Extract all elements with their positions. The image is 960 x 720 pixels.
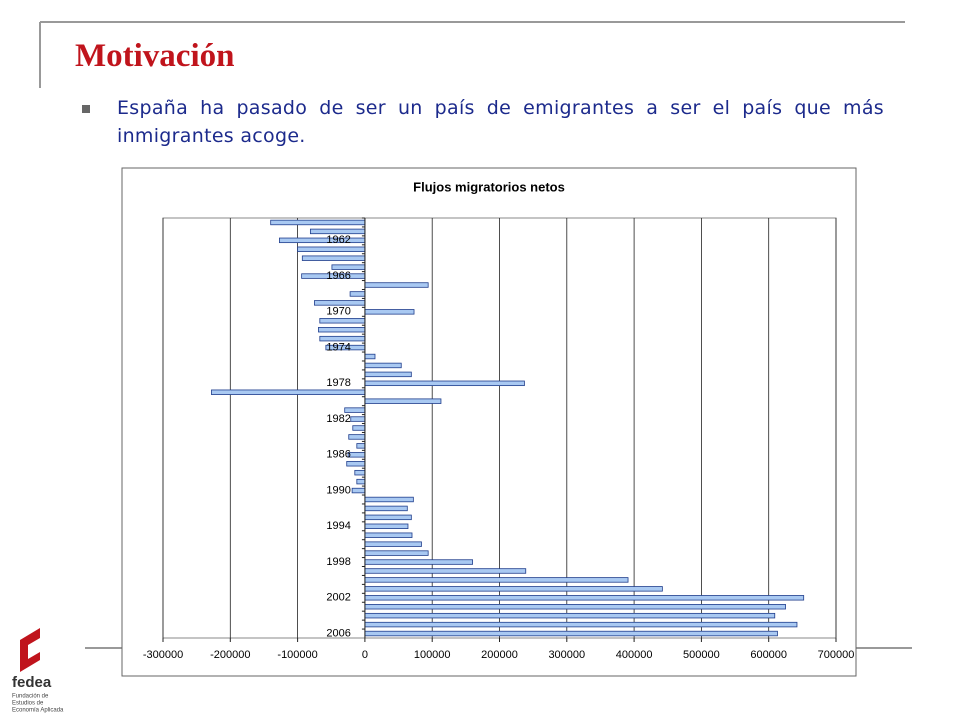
- bar: [364, 621, 798, 628]
- y-tick-label: 1966: [326, 270, 350, 282]
- bar: [364, 595, 805, 601]
- logo-caption: Estudios de: [12, 701, 44, 707]
- x-tick-label: 700000: [818, 649, 855, 661]
- bar: [364, 550, 429, 556]
- bar: [352, 425, 366, 431]
- bar: [364, 282, 429, 288]
- bar: [279, 237, 366, 244]
- x-tick-label: -200000: [210, 649, 250, 661]
- bar: [211, 389, 366, 395]
- bar: [351, 487, 366, 494]
- slide-title: Motivación: [75, 38, 235, 74]
- y-tick-label: 1998: [326, 556, 350, 568]
- x-tick-label: 0: [362, 649, 368, 661]
- x-tick-label: 200000: [481, 649, 518, 661]
- bar: [319, 335, 366, 342]
- bar: [331, 264, 366, 270]
- bar: [364, 630, 778, 637]
- bar: [364, 309, 415, 315]
- bar: [349, 291, 366, 297]
- bar: [364, 380, 525, 387]
- bar: [364, 398, 442, 404]
- bar: [364, 523, 409, 529]
- bar: [346, 461, 366, 467]
- bar: [364, 532, 413, 538]
- x-tick-label: 400000: [616, 649, 653, 661]
- bar: [364, 604, 786, 610]
- bar: [364, 577, 629, 583]
- logo-mark: [28, 638, 40, 659]
- y-tick-label: 1974: [326, 341, 350, 353]
- bar: [364, 362, 402, 369]
- x-tick-label: 600000: [750, 649, 787, 661]
- y-tick-label: 1982: [326, 413, 350, 425]
- y-tick-label: 1978: [326, 377, 350, 389]
- logo: fedea Fundación de Estudios de Economía …: [12, 628, 64, 714]
- bar: [364, 371, 412, 378]
- bar: [364, 496, 414, 503]
- chart-title: Flujos migratorios netos: [413, 179, 565, 194]
- bar: [364, 505, 408, 512]
- bar: [297, 246, 366, 252]
- x-tick-label: 500000: [683, 649, 720, 661]
- bar: [350, 416, 366, 422]
- y-tick-label: 1970: [326, 306, 350, 318]
- x-tick-label: -300000: [143, 649, 183, 661]
- bullet-mark: [82, 105, 90, 113]
- bar: [364, 353, 376, 360]
- bar: [364, 586, 663, 592]
- bar: [270, 219, 366, 226]
- bar: [344, 407, 366, 413]
- y-tick-label: 1986: [326, 449, 350, 461]
- x-tick-label: 300000: [548, 649, 585, 661]
- logo-caption: Economía Aplicada: [12, 708, 64, 714]
- y-tick-label: 1962: [326, 234, 350, 246]
- bar: [354, 469, 366, 476]
- x-tick-label: 100000: [414, 649, 451, 661]
- logo-caption: Fundación de: [12, 694, 49, 700]
- logo-name: fedea: [12, 674, 52, 691]
- y-tick-label: 2002: [326, 592, 350, 604]
- y-tick-label: 2006: [326, 627, 350, 639]
- bar: [364, 559, 473, 565]
- bar: [364, 514, 412, 521]
- bar: [318, 327, 366, 333]
- bar: [314, 300, 366, 306]
- y-tick-label: 1990: [326, 484, 350, 496]
- bar: [319, 318, 366, 324]
- bar: [364, 612, 776, 619]
- bar: [309, 228, 366, 235]
- bar: [348, 434, 366, 440]
- bar: [356, 478, 366, 485]
- bar: [356, 443, 366, 449]
- bar: [301, 255, 366, 261]
- x-tick-label: -100000: [277, 649, 317, 661]
- y-tick-label: 1994: [326, 520, 350, 532]
- bar: [364, 568, 527, 574]
- bullet-text: España ha pasado de ser un país de emigr…: [117, 97, 884, 147]
- bar: [364, 541, 422, 547]
